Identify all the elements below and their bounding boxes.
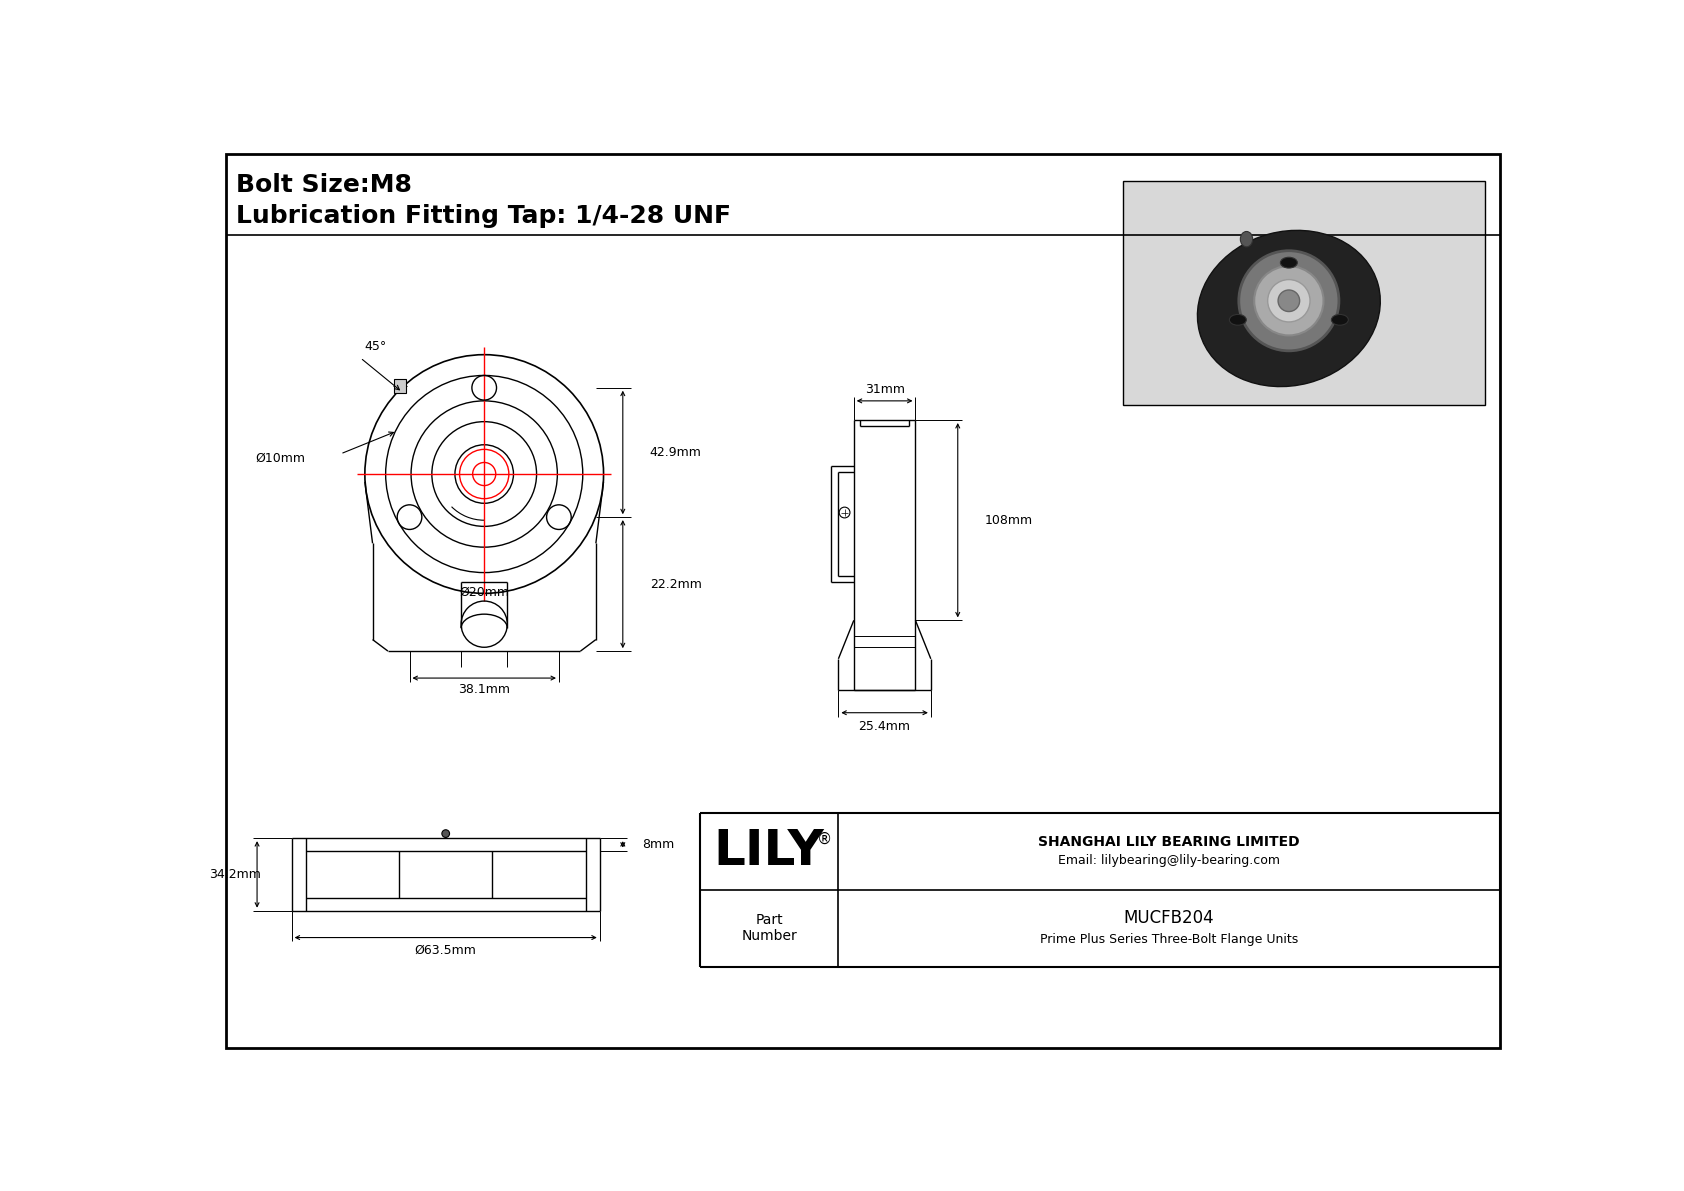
- Text: MUCFB204: MUCFB204: [1123, 909, 1214, 927]
- Text: Ø10mm: Ø10mm: [256, 451, 305, 464]
- Ellipse shape: [1278, 289, 1300, 312]
- Bar: [1123, 181, 1485, 405]
- Text: Bolt Size:M8: Bolt Size:M8: [236, 173, 413, 198]
- Text: Prime Plus Series Three-Bolt Flange Units: Prime Plus Series Three-Bolt Flange Unit…: [1041, 933, 1298, 946]
- Ellipse shape: [1229, 314, 1246, 325]
- Ellipse shape: [1332, 314, 1349, 325]
- Ellipse shape: [1239, 251, 1339, 351]
- Text: SHANGHAI LILY BEARING LIMITED: SHANGHAI LILY BEARING LIMITED: [1039, 835, 1300, 849]
- Text: 22.2mm: 22.2mm: [650, 578, 702, 591]
- Text: 34.2mm: 34.2mm: [209, 868, 261, 881]
- Text: Ø63.5mm: Ø63.5mm: [414, 943, 477, 956]
- Text: 42.9mm: 42.9mm: [650, 445, 702, 459]
- Text: Ø20mm: Ø20mm: [460, 585, 509, 598]
- Text: 108mm: 108mm: [985, 513, 1032, 526]
- Ellipse shape: [1280, 257, 1297, 268]
- Text: Part
Number: Part Number: [741, 913, 797, 943]
- Text: 31mm: 31mm: [864, 382, 904, 395]
- Ellipse shape: [1241, 231, 1253, 247]
- Ellipse shape: [1255, 266, 1324, 336]
- Text: ®: ®: [817, 833, 832, 847]
- Text: 38.1mm: 38.1mm: [458, 684, 510, 696]
- Text: Email: lilybearing@lily-bearing.com: Email: lilybearing@lily-bearing.com: [1058, 854, 1280, 867]
- Text: 8mm: 8mm: [642, 838, 674, 850]
- Text: LILY: LILY: [714, 828, 825, 875]
- Ellipse shape: [1197, 230, 1381, 387]
- Text: 25.4mm: 25.4mm: [859, 721, 911, 734]
- Bar: [394, 379, 406, 393]
- Text: Lubrication Fitting Tap: 1/4-28 UNF: Lubrication Fitting Tap: 1/4-28 UNF: [236, 204, 731, 227]
- Ellipse shape: [1268, 280, 1310, 322]
- Text: 45°: 45°: [364, 339, 387, 353]
- Circle shape: [441, 830, 450, 837]
